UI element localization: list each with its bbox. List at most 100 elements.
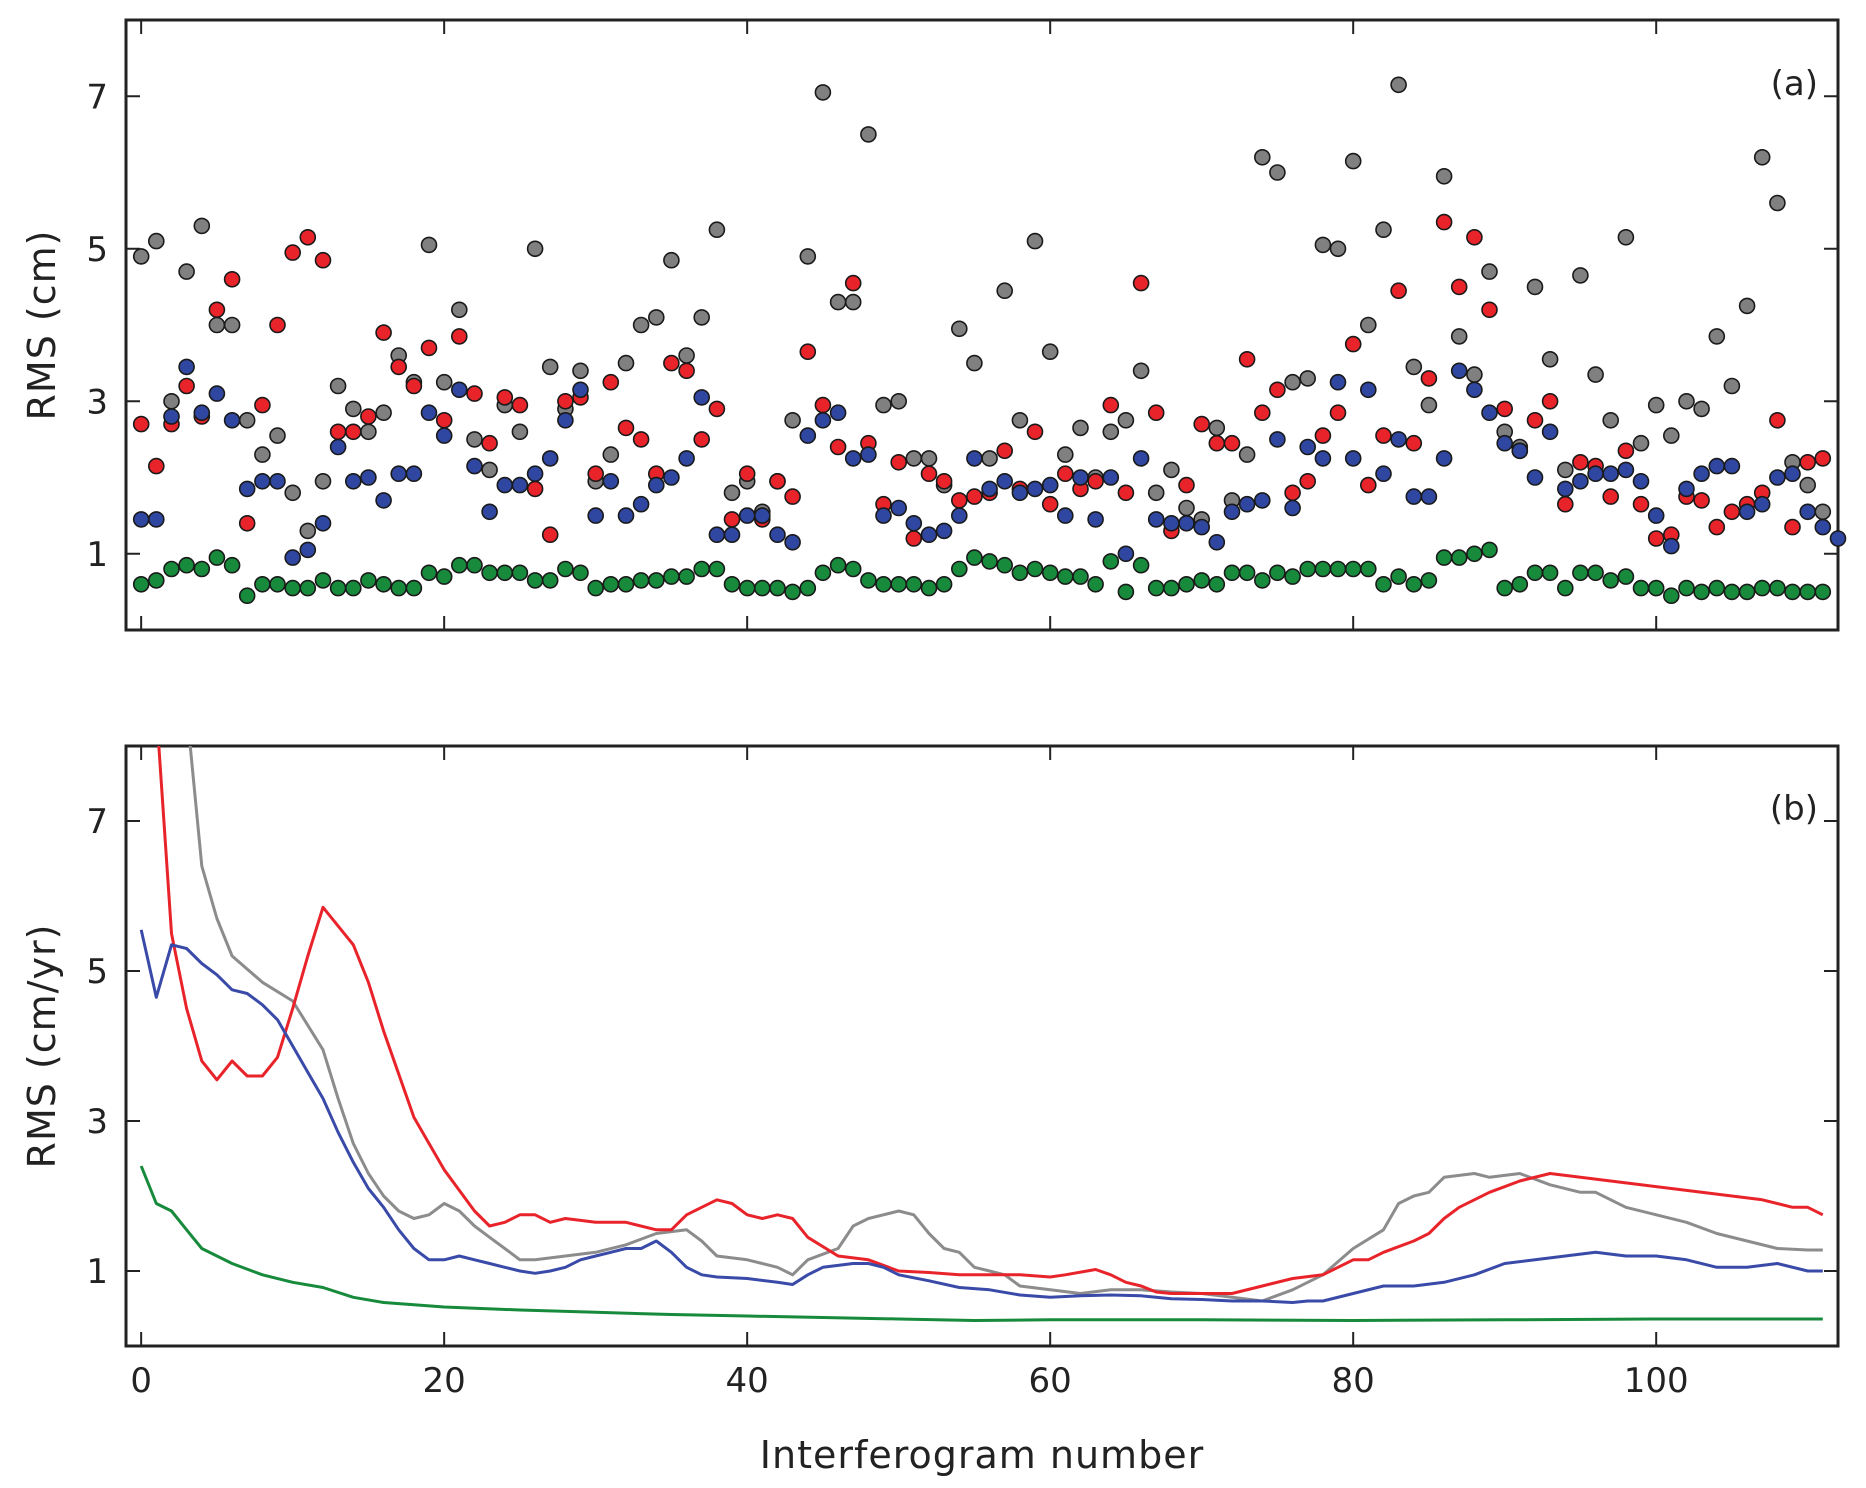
point-gray: [299, 522, 317, 540]
panel-b-y-axis-title: RMS (cm/yr): [20, 924, 64, 1169]
x-tick-label: 60: [1029, 1361, 1072, 1401]
point-red: [435, 411, 453, 429]
point-red: [405, 377, 423, 395]
point-blue: [784, 533, 801, 551]
point-blue: [557, 411, 574, 429]
point-blue: [299, 541, 317, 559]
point-red: [587, 465, 605, 483]
point-red: [693, 431, 711, 448]
point-red: [390, 358, 408, 376]
point-blue: [1632, 472, 1650, 490]
point-green: [314, 572, 332, 589]
point-blue: [996, 472, 1014, 490]
point-blue: [1647, 507, 1665, 524]
point-gray: [344, 400, 362, 418]
point-gray: [1147, 484, 1165, 502]
point-red: [1329, 404, 1347, 422]
point-gray: [1375, 221, 1392, 238]
point-green: [753, 579, 771, 597]
point-blue: [1738, 503, 1756, 521]
point-blue: [1057, 507, 1074, 524]
point-green: [663, 568, 680, 585]
point-red: [1769, 411, 1786, 429]
point-red: [1420, 370, 1438, 387]
point-red: [890, 453, 908, 471]
point-blue: [284, 549, 302, 566]
point-green: [375, 575, 392, 593]
point-green: [693, 560, 711, 578]
point-gray: [1420, 396, 1438, 414]
point-gray: [1814, 503, 1832, 521]
point-green: [844, 560, 862, 578]
point-blue: [1769, 469, 1786, 486]
point-red: [617, 419, 635, 437]
point-gray: [1602, 411, 1619, 429]
point-blue: [1329, 373, 1347, 391]
point-blue: [148, 511, 165, 528]
point-blue: [541, 450, 559, 467]
point-gray: [269, 427, 286, 444]
point-blue: [905, 514, 923, 532]
point-red: [1466, 229, 1483, 246]
point-green: [1723, 583, 1741, 601]
point-green: [723, 575, 741, 593]
point-red: [1102, 396, 1120, 414]
point-red: [1435, 213, 1453, 231]
point-gray: [844, 293, 862, 311]
point-gray: [420, 236, 438, 254]
point-blue: [1557, 480, 1574, 498]
point-green: [1314, 560, 1332, 578]
point-gray: [1011, 411, 1029, 429]
point-gray: [663, 251, 680, 269]
point-green: [1329, 560, 1347, 578]
point-gray: [1390, 76, 1407, 94]
point-red: [1026, 423, 1044, 441]
point-blue: [1375, 465, 1392, 483]
point-green: [814, 564, 832, 582]
point-red: [344, 423, 362, 441]
point-green: [829, 556, 847, 574]
point-red: [496, 389, 514, 406]
a-y-tick-label: 5: [86, 230, 108, 270]
point-gray: [1557, 461, 1574, 479]
point-red: [844, 274, 862, 292]
point-red: [814, 396, 832, 414]
point-red: [557, 392, 574, 410]
point-gray: [1026, 232, 1044, 250]
point-green: [390, 579, 408, 597]
point-gray: [814, 84, 832, 101]
point-green: [1208, 575, 1226, 593]
point-red: [481, 434, 498, 452]
point-red: [1284, 484, 1301, 502]
point-red: [678, 362, 695, 380]
point-gray: [723, 484, 741, 502]
point-gray: [541, 358, 559, 376]
point-blue: [769, 526, 786, 544]
point-gray: [1738, 297, 1756, 315]
point-green: [678, 568, 695, 585]
point-gray: [435, 373, 453, 391]
point-gray: [1541, 350, 1559, 368]
point-red: [1814, 450, 1832, 467]
line-gray: [188, 746, 1823, 1303]
point-green: [344, 579, 362, 597]
panel-b-lines: [139, 746, 1824, 1322]
point-red: [284, 244, 302, 261]
x-tick-label: 20: [423, 1361, 466, 1401]
point-red: [1784, 518, 1801, 536]
point-blue: [450, 381, 468, 399]
point-red: [966, 488, 983, 505]
point-green: [223, 556, 241, 574]
b-y-tick-label: 1: [86, 1252, 108, 1292]
point-blue: [496, 476, 514, 494]
point-gray: [890, 392, 908, 410]
point-blue: [663, 469, 680, 486]
line-green: [139, 1165, 1823, 1322]
point-blue: [587, 507, 605, 524]
panel-a-label: (a): [1771, 64, 1818, 104]
point-green: [950, 560, 968, 578]
point-blue: [678, 450, 695, 467]
point-gray: [1072, 419, 1089, 437]
point-gray: [1799, 476, 1816, 494]
point-green: [1481, 541, 1498, 559]
